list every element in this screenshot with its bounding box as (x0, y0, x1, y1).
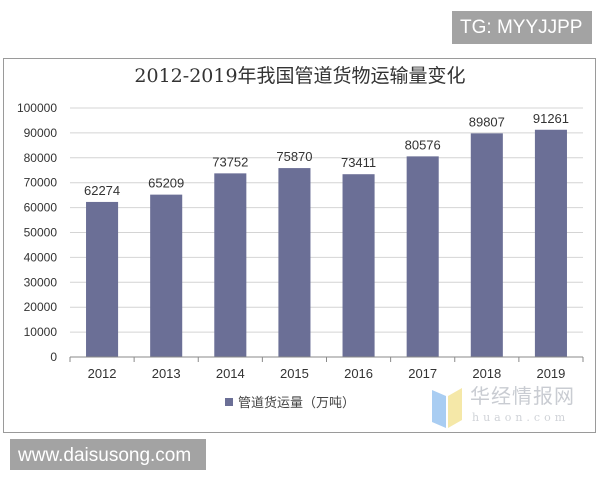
x-tick-label: 2015 (280, 366, 309, 381)
data-label: 91261 (533, 111, 569, 126)
bar-2015 (278, 168, 311, 357)
bar-2016 (342, 174, 375, 357)
y-tick-label: 80000 (24, 151, 58, 165)
bottom-tag: www.daisusong.com (10, 439, 206, 470)
watermark-text: 华经情报网 (470, 384, 575, 408)
watermark-logo (432, 388, 462, 428)
bar-2012 (86, 201, 119, 357)
x-tick-label: 2012 (88, 366, 117, 381)
y-tick-label: 90000 (24, 126, 58, 140)
y-tick-label: 40000 (24, 250, 58, 264)
data-label: 73752 (212, 154, 248, 169)
data-label: 89807 (469, 114, 505, 129)
bar-2019 (534, 129, 567, 357)
y-tick-label: 50000 (24, 226, 58, 240)
x-tick-label: 2018 (472, 366, 501, 381)
watermark-url: huaon.com (472, 411, 570, 424)
bar-2014 (214, 173, 247, 357)
y-tick-label: 70000 (24, 176, 58, 190)
x-tick-label: 2013 (152, 366, 181, 381)
chart-frame (3, 58, 596, 433)
data-label: 75870 (276, 149, 312, 164)
y-tick-label: 60000 (24, 201, 58, 215)
x-tick-label: 2017 (408, 366, 437, 381)
y-tick-label: 100000 (17, 101, 57, 115)
legend-label: 管道货运量（万吨） (238, 395, 355, 411)
top-tag: TG: MYYJJPP (452, 11, 592, 44)
bar-2017 (406, 156, 439, 357)
data-label: 80576 (405, 137, 441, 152)
x-tick-label: 2019 (536, 366, 565, 381)
y-tick-label: 30000 (24, 275, 58, 289)
bar-2013 (150, 194, 183, 357)
x-tick-label: 2016 (344, 366, 373, 381)
y-tick-label: 10000 (24, 325, 58, 339)
legend-swatch (225, 398, 233, 406)
y-tick-label: 0 (50, 350, 57, 364)
data-label: 73411 (341, 155, 376, 170)
bar-2018 (470, 133, 503, 357)
data-label: 62274 (84, 183, 120, 198)
x-tick-label: 2014 (216, 366, 245, 381)
chart-title: 2012-2019年我国管道货物运输量变化 (134, 65, 465, 87)
y-tick-label: 20000 (24, 300, 58, 314)
data-label: 65209 (148, 176, 184, 191)
